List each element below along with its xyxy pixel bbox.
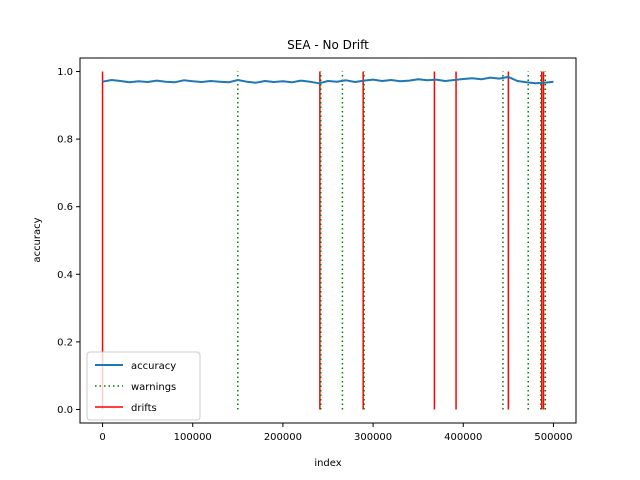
plot-area — [101, 71, 554, 410]
y-tick-label: 0.4 — [57, 270, 73, 281]
axes-frame — [79, 57, 577, 424]
y-axis-label: accuracy — [32, 217, 43, 262]
y-axis-ticks: 0.0 0.2 0.4 0.6 0.8 1.0 — [57, 67, 80, 416]
legend-label-drifts: drifts — [131, 403, 157, 414]
legend-label-warnings: warnings — [131, 382, 176, 393]
x-tick-label: 500000 — [534, 432, 572, 443]
y-tick-label: 0.0 — [57, 405, 73, 416]
legend-box — [86, 351, 201, 421]
legend-label-accuracy: accuracy — [131, 361, 176, 372]
x-tick-label: 300000 — [354, 432, 392, 443]
legend: accuracy warnings drifts — [86, 351, 201, 421]
y-tick-label: 1.0 — [57, 67, 73, 78]
x-tick-label: 400000 — [444, 432, 482, 443]
x-tick-label: 200000 — [264, 432, 302, 443]
x-tick-label: 0 — [99, 432, 105, 443]
x-tick-label: 100000 — [174, 432, 212, 443]
x-axis-ticks: 0 100000 200000 300000 400000 500000 — [99, 423, 573, 443]
series-line-accuracy — [102, 75, 554, 85]
chart-title: SEA - No Drift — [287, 38, 369, 52]
y-tick-label: 0.2 — [57, 337, 73, 348]
y-tick-label: 0.8 — [57, 135, 73, 146]
x-axis-label: index — [314, 458, 341, 469]
y-tick-label: 0.6 — [57, 202, 73, 213]
